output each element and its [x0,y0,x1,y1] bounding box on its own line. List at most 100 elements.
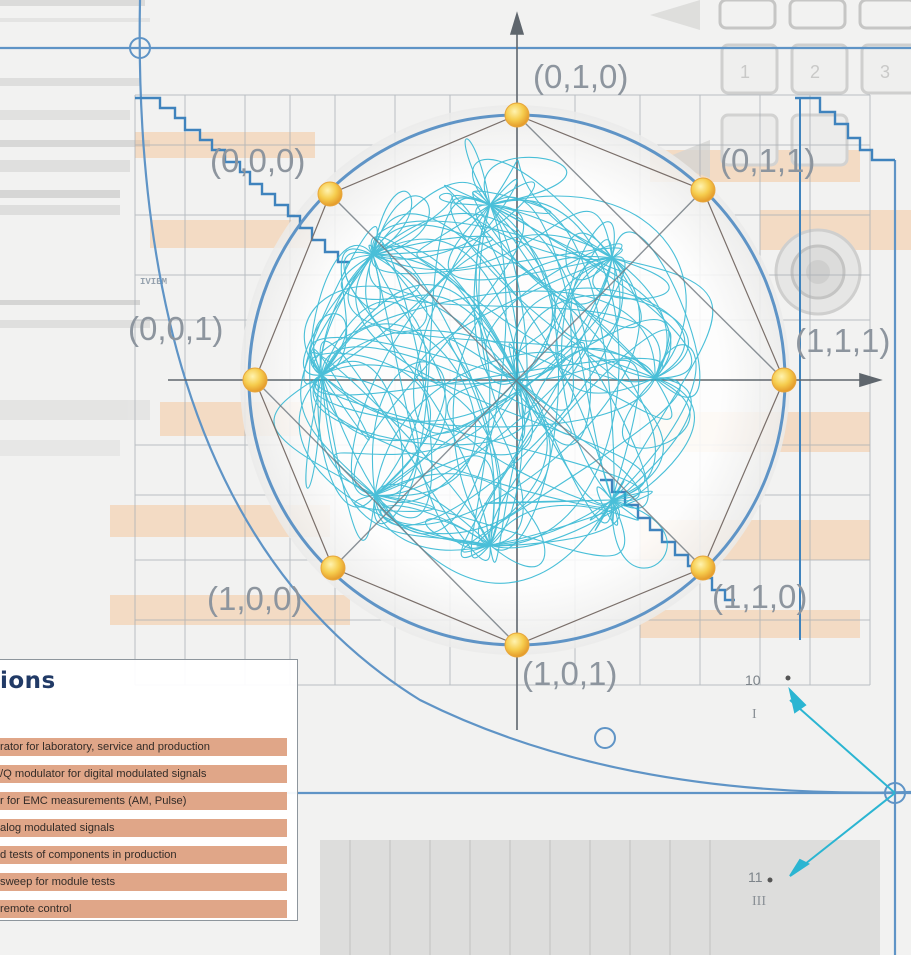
trace-segment [372,213,613,501]
trace-segment [380,505,491,546]
trace-segment [489,204,668,379]
trace-segment [374,239,613,504]
background-label: IVIEM [140,277,167,287]
trace-segment [483,156,568,206]
trace-segment [374,494,626,557]
trace-segment [489,204,592,446]
point-top [504,102,530,128]
trace-segment [368,244,524,546]
trace-segment [321,374,419,525]
pointer-markers: 10 I 11 III [745,672,896,909]
trace-segment [321,374,491,546]
button-number-3: 3 [880,62,890,82]
trace-segment [472,190,552,214]
trace-segment [372,244,500,546]
trace-segment [320,181,491,376]
trace-segment [321,374,376,541]
trace-segment [347,254,656,379]
trace-segment [489,204,557,381]
trace-segment [489,159,613,259]
button-number-1: 1 [740,62,750,82]
trace-segment [555,257,656,394]
trace-segment [489,347,656,563]
trace-segment [310,352,432,496]
state-label-top: (0,1,0) [533,58,628,95]
trace-segment [300,254,376,496]
trace-segment [372,254,491,559]
trace-segment [312,374,531,446]
state-label-lower-left: (1,0,0) [207,580,302,617]
button-number-2: 2 [810,62,820,82]
trace-segment [489,195,687,379]
trace-segment [516,359,640,501]
list-item: alog modulated signals [0,819,287,837]
state-labels: (0,1,0) (0,0,0) (0,1,1) (0,0,1) (1,1,1) … [128,58,890,692]
point-bottom [504,632,530,658]
applications-title: ions [0,668,56,694]
trace-segment [464,138,491,206]
trace-segment [444,184,519,381]
list-item: r for EMC measurements (AM, Pulse) [0,792,287,810]
state-label-upper-right: (0,1,1) [720,142,815,179]
trace-segment [321,179,518,376]
trace-segment [513,287,686,381]
trace-segment [374,473,546,568]
trace-segment [372,210,613,271]
trace-segment [462,377,681,553]
trace-segment [516,257,613,411]
point-right [771,367,797,393]
point-lower-right [690,555,716,581]
trace-segment [355,254,646,501]
trace-segment [589,377,692,521]
trace-segment [343,251,381,310]
point-lower-left [320,555,346,581]
state-label-right: (1,1,1) [795,322,890,359]
applications-panel: ions rator for laboratory, service and p… [0,659,298,921]
marker-11-number: 11 [748,869,763,885]
state-label-upper-left: (0,0,0) [210,142,305,179]
state-label-bottom: (1,0,1) [522,655,617,692]
trace-segment [372,245,613,505]
list-item: rator for laboratory, service and produc… [0,738,287,756]
trace-segment [310,351,491,546]
trace-segment [611,231,701,398]
trace-segment [611,257,714,501]
trace-segment [460,257,613,559]
instrument-buttons: 1 2 3 [320,0,911,955]
trace-segment [592,257,670,300]
trace-segment [621,377,691,449]
trace-segment [321,374,533,456]
trace-segment [303,285,518,381]
state-label-lower-right: (1,1,0) [712,578,807,615]
trace-segment [374,197,491,497]
trace-segment [372,238,433,519]
trace-segment [475,204,572,436]
trace-segment [374,257,640,526]
applications-list: rator for laboratory, service and produc… [0,738,287,927]
trace-segment [475,204,642,329]
list-item: remote control [0,900,287,918]
trace-segment [488,329,672,546]
trace-segment [308,337,518,381]
trace-segment [472,158,613,259]
trace-segment [321,300,428,496]
trace-segment [425,499,613,546]
trace-segment [372,254,491,549]
trace-segment [321,364,502,546]
list-item: d tests of components in production [0,846,287,864]
trace-segment [372,195,430,256]
trace-segment [489,377,695,549]
trace-segment [489,199,620,546]
point-upper-left [317,181,343,207]
trace-segment [314,374,641,501]
trace-segment [372,192,491,256]
marker-10-roman: I [752,707,757,722]
trace-segment [372,190,413,256]
trace-segment [596,486,619,526]
point-left [242,367,268,393]
trace-segment [340,254,420,300]
list-item: /Q modulator for digital modulated signa… [0,765,287,783]
trace-segment [354,494,435,512]
